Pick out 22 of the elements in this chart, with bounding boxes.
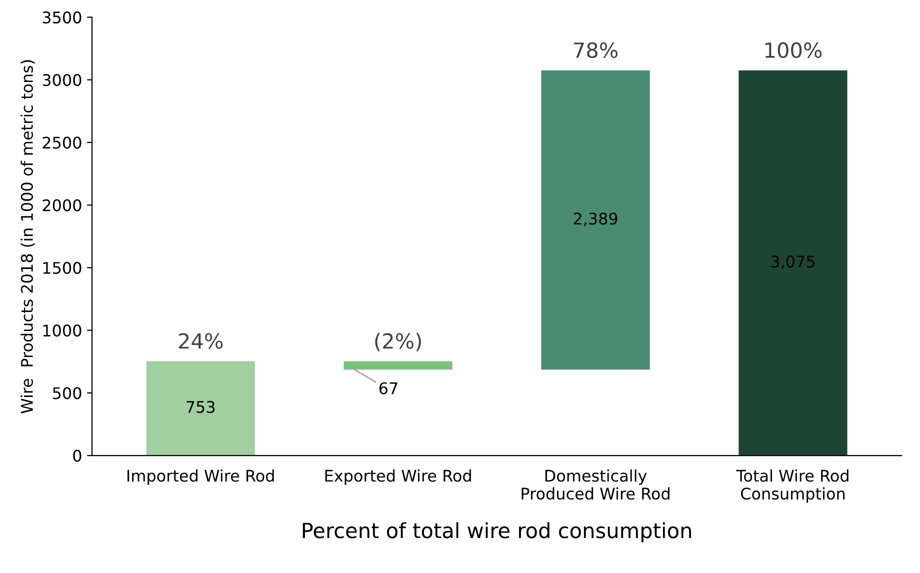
x-tick-label: Total Wire Rod Consumption: [736, 469, 848, 503]
x-tick-label: Domestically Produced Wire Rod: [522, 469, 670, 500]
y-tick-label: 2000: [42, 199, 82, 212]
data-label: 67: [379, 382, 398, 394]
x-axis-title: Percent of total wire rod consumption: [302, 522, 691, 542]
x-tick-label: Imported Wire Rod: [128, 469, 274, 485]
annotation: 78%: [574, 42, 618, 58]
x-tick-label: Exported Wire Rod: [325, 469, 471, 485]
y-tick-label: 3000: [42, 74, 82, 86]
y-axis-title: Wire Products 2018 (in 1000 of metric tons): [20, 60, 35, 414]
annotation: (2%): [375, 332, 421, 352]
annotation: 100%: [766, 42, 822, 58]
y-tick-label: 0: [73, 450, 82, 462]
annotation: 24%: [178, 333, 223, 349]
y-tick-label: 1500: [43, 262, 82, 274]
y-tick-label: 500: [53, 387, 82, 400]
data-label: 753: [186, 400, 215, 414]
data-label: 2,389: [574, 212, 618, 226]
y-tick-label: 2500: [42, 136, 82, 149]
y-tick-label: 1000: [43, 324, 82, 337]
y-tick-label: 3500: [42, 11, 82, 24]
data-label: 3,075: [771, 256, 814, 270]
